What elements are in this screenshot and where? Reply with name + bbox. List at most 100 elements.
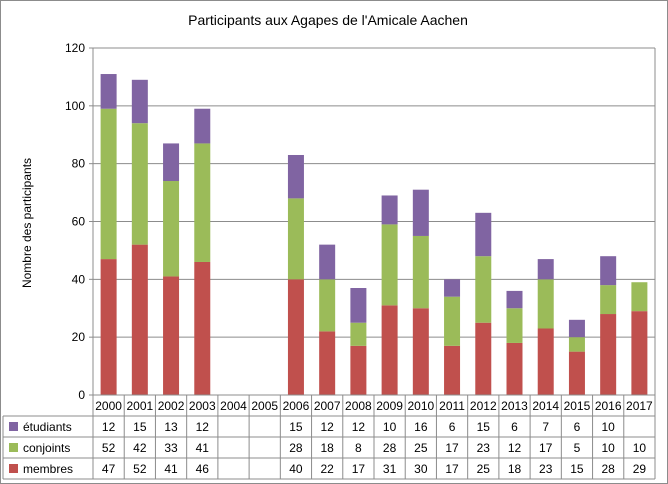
y-axis: 0 20 40 60 80 100 120 bbox=[65, 41, 656, 402]
gridlines bbox=[93, 47, 655, 396]
bar-membres-2012 bbox=[475, 322, 492, 395]
legend-label: étudiants bbox=[23, 420, 72, 434]
bar-étudiants-2013 bbox=[506, 290, 523, 309]
data-label: 12 bbox=[508, 441, 522, 455]
bar-étudiants-2009 bbox=[381, 195, 398, 225]
data-label: 47 bbox=[102, 462, 116, 476]
data-label: 17 bbox=[445, 462, 459, 476]
y-tick-label: 40 bbox=[72, 272, 86, 286]
bar-conjoints-2015 bbox=[568, 337, 585, 352]
x-tick-label: 2009 bbox=[376, 399, 403, 413]
data-label: 10 bbox=[383, 420, 397, 434]
bar-conjoints-2016 bbox=[600, 285, 617, 315]
data-label: 18 bbox=[508, 462, 522, 476]
bar-étudiants-2002 bbox=[163, 143, 180, 182]
data-label: 30 bbox=[414, 462, 428, 476]
data-label: 7 bbox=[542, 420, 549, 434]
data-label: 12 bbox=[320, 420, 334, 434]
x-tick-label: 2005 bbox=[251, 399, 278, 413]
bar-conjoints-2000 bbox=[100, 108, 117, 260]
data-label: 28 bbox=[601, 462, 615, 476]
bar-membres-2013 bbox=[506, 342, 523, 395]
data-label: 12 bbox=[352, 420, 366, 434]
bar-étudiants-2000 bbox=[100, 74, 117, 109]
data-label: 22 bbox=[320, 462, 334, 476]
data-label: 52 bbox=[133, 462, 147, 476]
bar-étudiants-2015 bbox=[568, 319, 585, 338]
bar-membres-2000 bbox=[100, 259, 117, 395]
y-tick-label: 60 bbox=[72, 215, 86, 229]
data-label: 52 bbox=[102, 441, 116, 455]
legend-key-membres bbox=[9, 464, 18, 473]
data-label: 41 bbox=[196, 441, 210, 455]
bar-étudiants-2008 bbox=[350, 288, 367, 323]
chart-title: Participants aux Agapes de l'Amicale Aac… bbox=[188, 12, 468, 28]
data-label: 12 bbox=[196, 420, 210, 434]
x-tick-label: 2013 bbox=[501, 399, 528, 413]
data-label: 13 bbox=[164, 420, 178, 434]
bar-conjoints-2013 bbox=[506, 308, 523, 343]
data-label: 10 bbox=[633, 441, 647, 455]
data-label: 10 bbox=[601, 441, 615, 455]
data-label: 25 bbox=[477, 462, 491, 476]
bar-conjoints-2008 bbox=[350, 322, 367, 346]
data-label: 18 bbox=[320, 441, 334, 455]
bar-conjoints-2003 bbox=[194, 143, 211, 262]
bar-membres-2015 bbox=[568, 351, 585, 395]
y-tick-label: 100 bbox=[65, 99, 85, 113]
legend-key-conjoints bbox=[9, 443, 18, 452]
bar-membres-2009 bbox=[381, 305, 398, 395]
bar-étudiants-2007 bbox=[319, 244, 336, 280]
bar-étudiants-2010 bbox=[412, 189, 429, 236]
x-tick-label: 2016 bbox=[595, 399, 622, 413]
data-label: 31 bbox=[383, 462, 397, 476]
x-tick-label: 2003 bbox=[189, 399, 216, 413]
x-tick-label: 2012 bbox=[470, 399, 497, 413]
data-label: 40 bbox=[289, 462, 303, 476]
x-tick-label: 2000 bbox=[95, 399, 122, 413]
bar-conjoints-2012 bbox=[475, 256, 492, 323]
data-label: 5 bbox=[574, 441, 581, 455]
data-label: 6 bbox=[511, 420, 518, 434]
x-tick-label: 2001 bbox=[126, 399, 153, 413]
data-label: 17 bbox=[539, 441, 553, 455]
bar-conjoints-2006 bbox=[287, 198, 304, 280]
data-label: 17 bbox=[445, 441, 459, 455]
data-label: 17 bbox=[352, 462, 366, 476]
data-label: 42 bbox=[133, 441, 147, 455]
legend-key-étudiants bbox=[9, 422, 18, 431]
bar-conjoints-2002 bbox=[163, 181, 180, 277]
data-label: 23 bbox=[539, 462, 553, 476]
bar-étudiants-2014 bbox=[537, 259, 554, 280]
data-label: 25 bbox=[414, 441, 428, 455]
x-tick-label: 2008 bbox=[345, 399, 372, 413]
data-label: 28 bbox=[289, 441, 303, 455]
data-label: 15 bbox=[133, 420, 147, 434]
bar-membres-2006 bbox=[287, 279, 304, 395]
x-tick-label: 2014 bbox=[532, 399, 559, 413]
bar-membres-2008 bbox=[350, 345, 367, 395]
data-label: 41 bbox=[164, 462, 178, 476]
data-label: 6 bbox=[449, 420, 456, 434]
bar-membres-2017 bbox=[631, 311, 648, 395]
x-tick-label: 2007 bbox=[314, 399, 341, 413]
y-tick-label: 80 bbox=[72, 157, 86, 171]
y-axis-label: Nombre des participants bbox=[20, 158, 34, 288]
bar-membres-2003 bbox=[194, 261, 211, 395]
legend-label: conjoints bbox=[23, 441, 70, 455]
bar-membres-2002 bbox=[163, 276, 180, 395]
data-label: 6 bbox=[574, 420, 581, 434]
x-tick-label: 2004 bbox=[220, 399, 247, 413]
bar-étudiants-2001 bbox=[131, 79, 148, 124]
data-label: 23 bbox=[477, 441, 491, 455]
bar-étudiants-2012 bbox=[475, 212, 492, 257]
bar-conjoints-2007 bbox=[319, 279, 336, 332]
x-tick-label: 2015 bbox=[564, 399, 591, 413]
data-label: 15 bbox=[289, 420, 303, 434]
bar-conjoints-2011 bbox=[444, 296, 461, 346]
bar-membres-2016 bbox=[600, 314, 617, 395]
data-label: 29 bbox=[633, 462, 647, 476]
x-tick-label: 2010 bbox=[407, 399, 434, 413]
